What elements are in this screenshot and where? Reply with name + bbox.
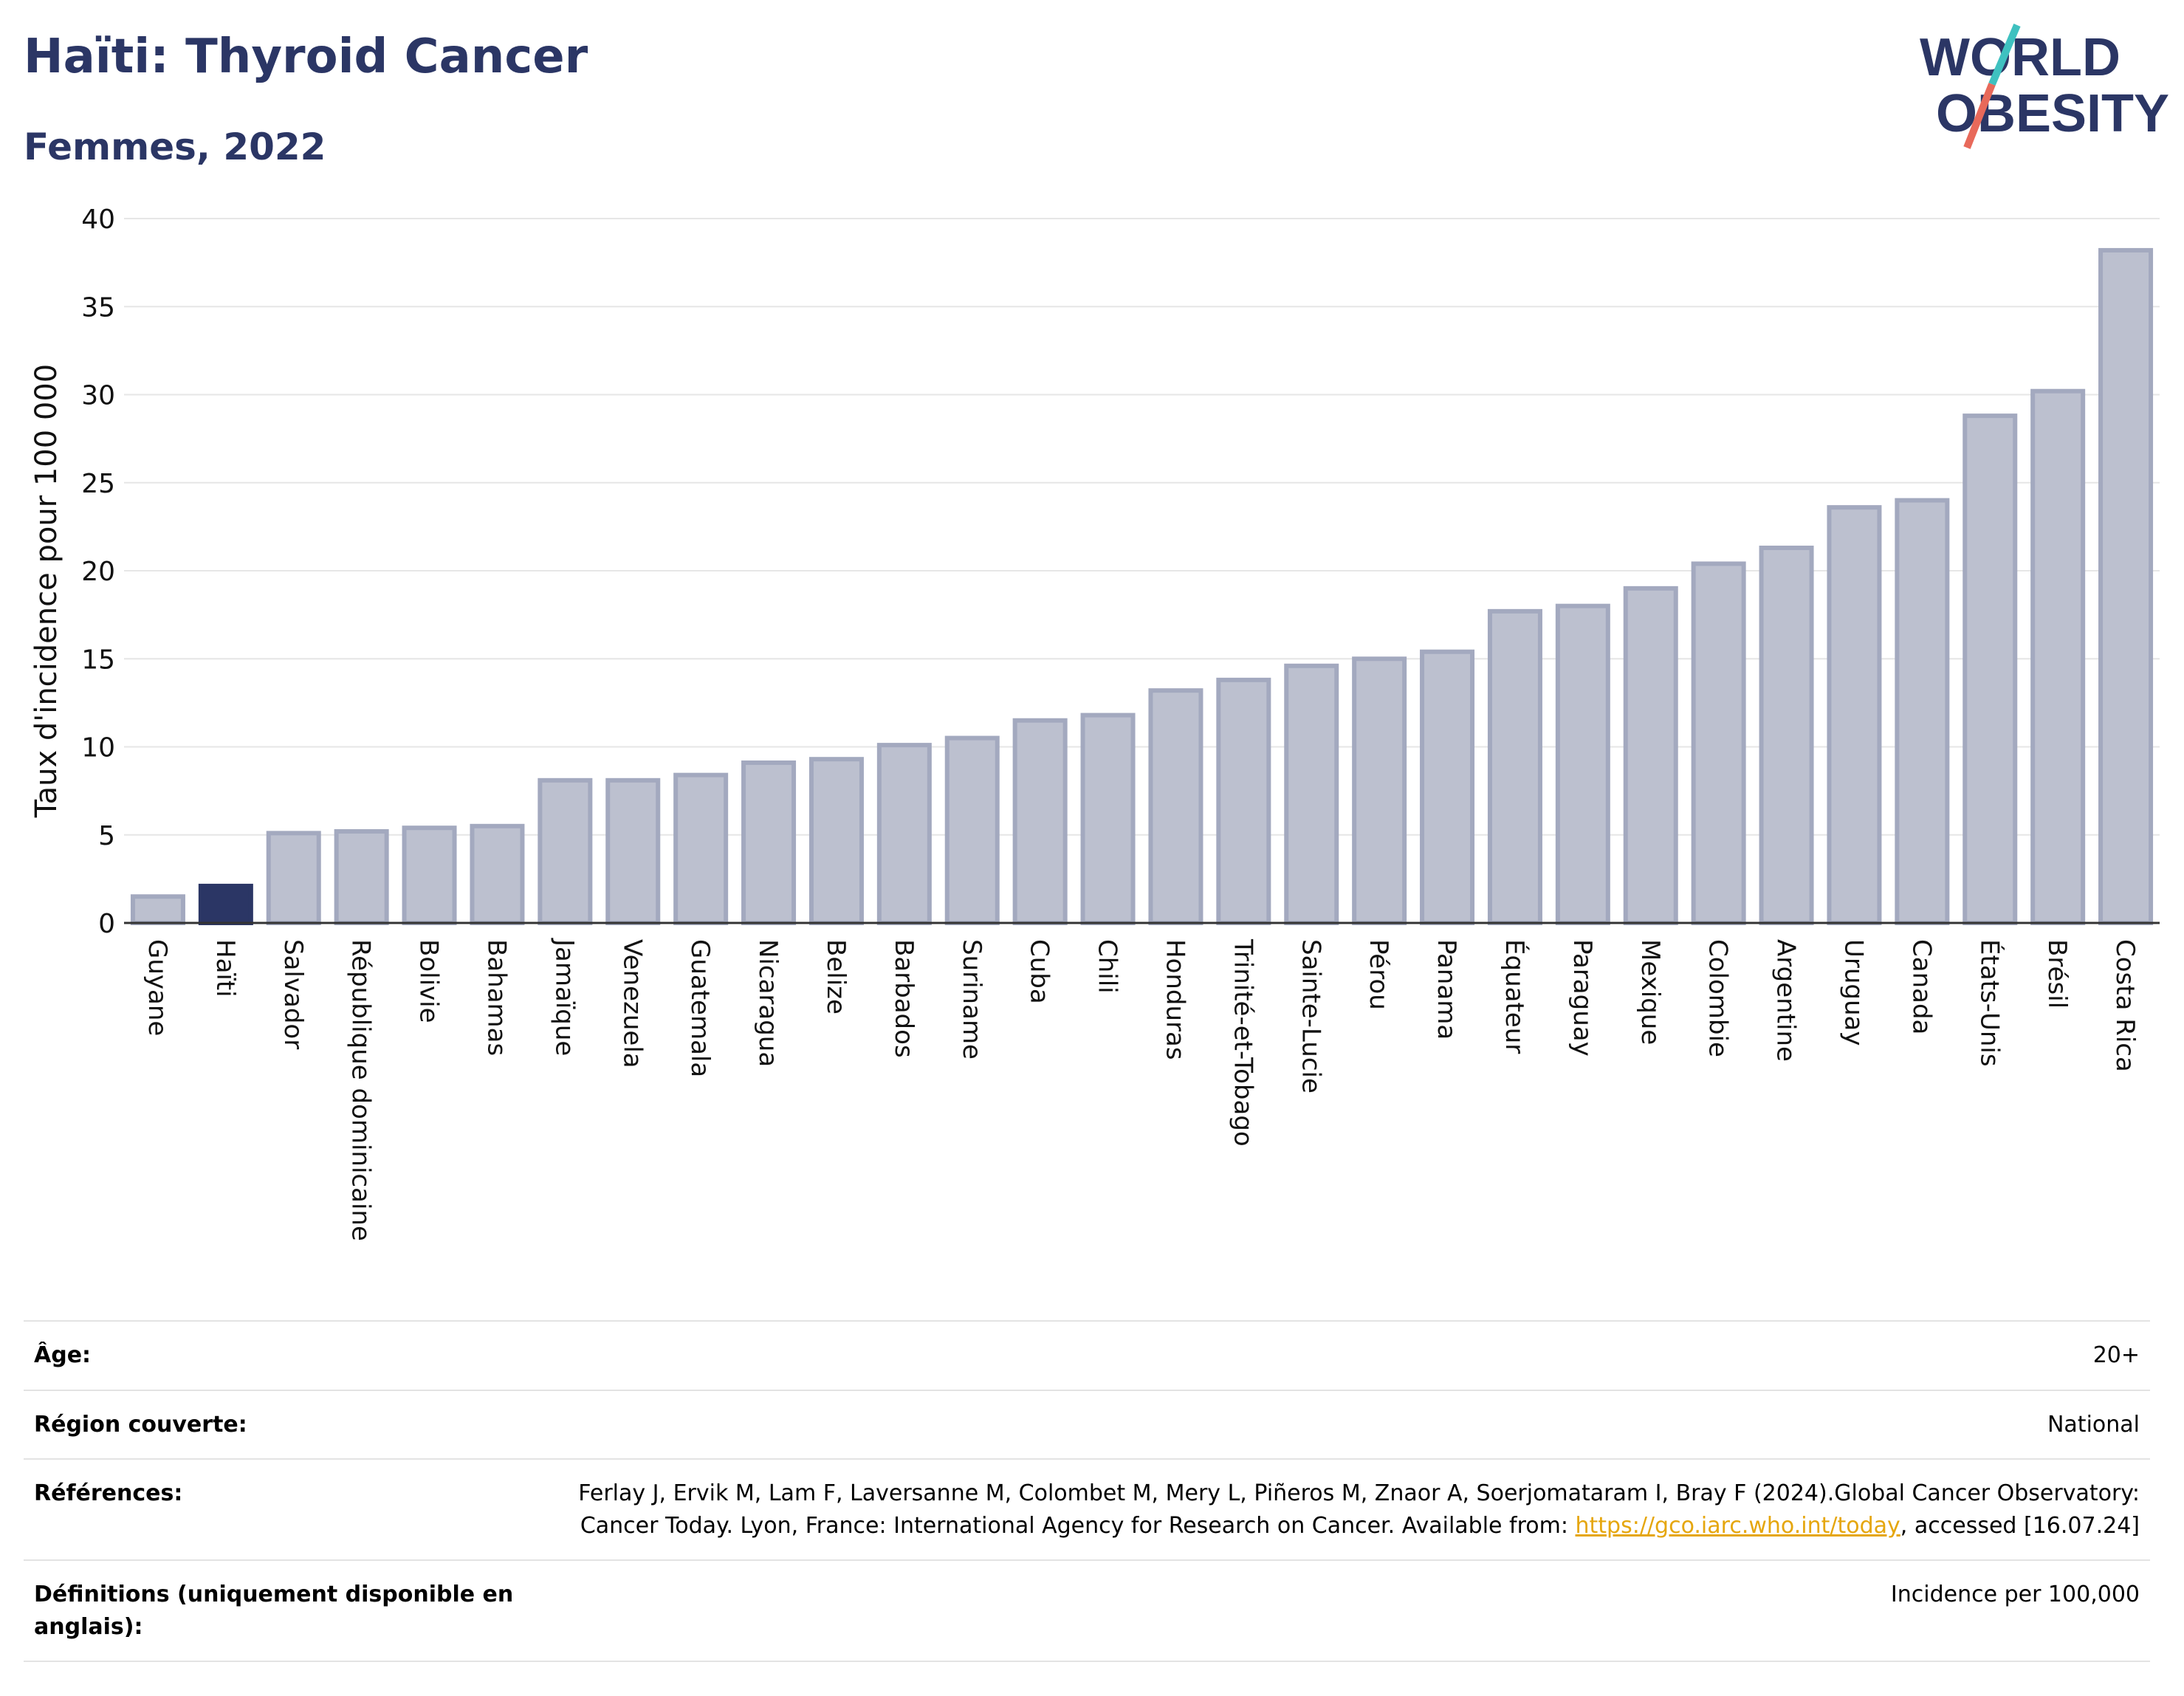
x-tick-label: Barbados xyxy=(889,939,918,1058)
bar-27 xyxy=(1962,413,2018,925)
bar-14 xyxy=(1080,713,1136,925)
metadata-table: Âge: 20+ Région couverte: National Référ… xyxy=(24,1320,2150,1662)
x-tick-label: Sainte-Lucie xyxy=(1296,939,1325,1094)
bars xyxy=(130,247,2154,926)
x-tick-label: Guatemala xyxy=(685,939,715,1077)
x-tick-label: Panama xyxy=(1432,939,1461,1040)
meta-key-region: Région couverte: xyxy=(24,1389,546,1459)
x-tick-label: Costa Rica xyxy=(2110,939,2140,1072)
meta-row-age: Âge: 20+ xyxy=(24,1320,2150,1390)
bar-12 xyxy=(944,735,1000,926)
reference-text: Ferlay J, Ervik M, Lam F, Laversanne M, … xyxy=(578,1480,2140,1539)
bar-chart: 0 5 10 15 20 25 30 35 40 Guyane Haïti Salvador Répu… xyxy=(30,205,2160,1241)
chart-title: Haïti: Thyroid Cancer xyxy=(24,30,588,84)
bar-29 xyxy=(2098,247,2154,925)
bar-23 xyxy=(1691,561,1746,926)
y-tick-label: 30 xyxy=(81,381,115,411)
x-tick-label: Haïti xyxy=(210,939,240,998)
x-tick-label: Chili xyxy=(1093,939,1122,994)
y-tick-label: 35 xyxy=(81,292,115,323)
bar-28 xyxy=(2030,388,2086,925)
meta-value-age: 20+ xyxy=(546,1320,2150,1390)
x-tick-label: Paraguay xyxy=(1567,939,1597,1057)
bar-11 xyxy=(876,743,932,925)
meta-key-age: Âge: xyxy=(24,1320,546,1390)
y-tick-label: 40 xyxy=(81,205,115,235)
x-tick-label: Bahamas xyxy=(481,939,511,1056)
bar-15 xyxy=(1148,688,1203,925)
bar-13 xyxy=(1012,718,1068,925)
meta-value-definitions: Incidence per 100,000 xyxy=(546,1559,2150,1662)
meta-row-references: Références: Ferlay J, Ervik M, Lam F, La… xyxy=(24,1458,2150,1560)
x-tick-label: Pérou xyxy=(1364,939,1393,1010)
meta-value-references: Ferlay J, Ervik M, Lam F, Laversanne M, … xyxy=(546,1458,2150,1560)
y-tick-label: 0 xyxy=(98,909,115,939)
bar-16 xyxy=(1216,677,1271,925)
x-tick-label: Argentine xyxy=(1771,939,1801,1062)
bar-10 xyxy=(808,757,864,925)
x-tick-label: Mexique xyxy=(1635,939,1665,1045)
meta-key-definitions: Définitions (uniquement disponible en an… xyxy=(24,1559,546,1662)
x-tick-labels: Guyane Haïti Salvador République dominicain… xyxy=(142,938,2140,1241)
y-tick-labels: 0 5 10 15 20 25 30 35 40 xyxy=(81,205,115,939)
bar-21 xyxy=(1555,603,1610,925)
bar-25 xyxy=(1827,505,1882,925)
bar-5 xyxy=(470,823,525,925)
bar-8 xyxy=(673,772,729,926)
world-obesity-logo: WORLD OBESITY xyxy=(1920,24,2169,149)
bar-6 xyxy=(538,777,593,925)
x-tick-label: Canada xyxy=(1906,939,1936,1034)
x-tick-label: Cuba xyxy=(1025,939,1054,1004)
chart-subtitle: Femmes, 2022 xyxy=(24,126,326,168)
x-tick-label: Bolivie xyxy=(414,939,444,1023)
bar-17 xyxy=(1284,663,1339,925)
y-tick-label: 15 xyxy=(81,645,115,675)
bar-7 xyxy=(605,777,661,925)
y-tick-label: 20 xyxy=(81,557,115,587)
bar-22 xyxy=(1623,586,1678,925)
bar-9 xyxy=(741,760,797,925)
logo-slash-coral xyxy=(1963,83,1996,149)
meta-key-references: Références: xyxy=(24,1458,546,1560)
y-axis-label: Taux d'incidence pour 100 000 xyxy=(30,364,63,818)
logo-slash-teal xyxy=(1988,24,2021,86)
x-tick-label: Honduras xyxy=(1160,939,1189,1060)
bar-26 xyxy=(1895,498,1950,925)
x-tick-label: Nicaragua xyxy=(753,939,783,1067)
x-tick-label: Belize xyxy=(821,939,851,1014)
x-tick-label: États-Unis xyxy=(1974,939,2005,1067)
y-tick-label: 25 xyxy=(81,469,115,499)
bar-20 xyxy=(1487,608,1542,925)
x-tick-label: Colombie xyxy=(1703,939,1733,1057)
bar-4 xyxy=(402,825,457,925)
x-tick-label: République dominicaine xyxy=(346,939,376,1241)
y-tick-label: 10 xyxy=(81,733,115,763)
x-tick-label: Salvador xyxy=(278,939,308,1049)
bar-24 xyxy=(1759,545,1814,925)
x-tick-label: Guyane xyxy=(142,939,172,1036)
meta-value-region: National xyxy=(546,1389,2150,1459)
reference-link[interactable]: https://gco.iarc.who.int/today xyxy=(1575,1512,1900,1539)
meta-row-definitions: Définitions (uniquement disponible en an… xyxy=(24,1559,2150,1662)
bar-18 xyxy=(1352,656,1407,925)
bar-19 xyxy=(1420,649,1475,926)
x-tick-label: Équateur xyxy=(1500,939,1530,1054)
bar-0 xyxy=(130,894,185,925)
bar-2 xyxy=(266,831,321,925)
x-tick-label: Venezuela xyxy=(617,939,647,1068)
y-tick-label: 5 xyxy=(98,821,115,851)
meta-row-region: Région couverte: National xyxy=(24,1389,2150,1459)
x-tick-label: Uruguay xyxy=(1838,939,1868,1046)
x-tick-label: Trinité-et-Tobago xyxy=(1228,938,1257,1147)
x-tick-label: Suriname xyxy=(957,939,986,1060)
logo-text-world: WORLD xyxy=(1920,28,2121,87)
bar-1 xyxy=(198,883,253,926)
x-tick-label: Jamaïque xyxy=(549,938,579,1056)
x-tick-label: Brésil xyxy=(2042,939,2072,1009)
bar-3 xyxy=(334,828,389,925)
reference-accessed: , accessed [16.07.24] xyxy=(1900,1512,2140,1539)
